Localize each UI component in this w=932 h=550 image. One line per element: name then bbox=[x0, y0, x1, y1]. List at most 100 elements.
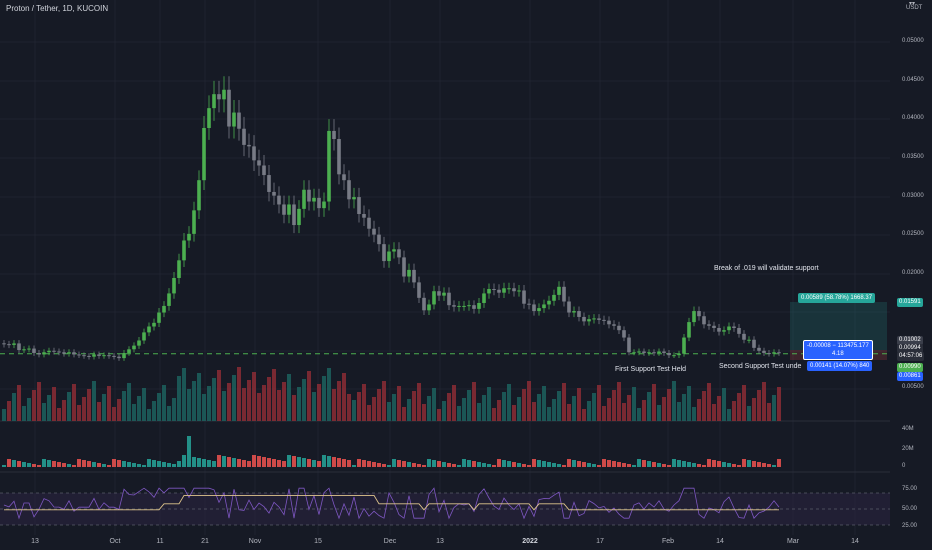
overlay-volume-bar bbox=[652, 384, 656, 421]
volume-bar bbox=[517, 463, 521, 467]
volume-bar bbox=[237, 459, 241, 467]
support-price-tag: 0.00990 bbox=[897, 363, 923, 372]
volume-bar bbox=[562, 465, 566, 467]
time-axis-label: 14 bbox=[716, 538, 724, 545]
candle-body bbox=[477, 302, 481, 309]
volume-bar bbox=[102, 464, 106, 467]
candle-body bbox=[417, 282, 421, 298]
volume-bar bbox=[602, 459, 606, 467]
overlay-volume-bar bbox=[112, 407, 116, 421]
candle-body bbox=[107, 355, 111, 357]
candle-body bbox=[77, 354, 81, 356]
position-profit-label[interactable]: 0.00589 (58.78%) 1668.37 bbox=[798, 293, 876, 303]
candle-body bbox=[422, 297, 426, 311]
volume-bar bbox=[22, 462, 26, 467]
time-axis-label: 15 bbox=[314, 538, 322, 545]
candle-body bbox=[597, 318, 601, 320]
overlay-volume-bar bbox=[177, 376, 181, 421]
volume-bar bbox=[652, 462, 656, 467]
candle-body bbox=[317, 197, 321, 209]
price-tick: 0.02500 bbox=[902, 231, 924, 237]
overlay-volume-bar bbox=[757, 390, 761, 421]
volume-bar bbox=[592, 464, 596, 467]
volume-bar bbox=[597, 465, 601, 467]
candle-body bbox=[637, 351, 641, 353]
time-axis-label: Mar bbox=[786, 538, 800, 545]
volume-bar bbox=[317, 461, 321, 467]
overlay-volume-bar bbox=[147, 409, 151, 421]
volume-bar bbox=[627, 464, 631, 467]
overlay-volume-bar bbox=[22, 406, 26, 421]
price-tick: 0.04000 bbox=[902, 115, 924, 121]
price-tick: 0.03500 bbox=[902, 154, 924, 160]
volume-bar bbox=[617, 462, 621, 467]
candle-body bbox=[327, 130, 331, 202]
time-axis-label: Dec bbox=[383, 538, 397, 545]
overlay-volume-bar bbox=[452, 385, 456, 421]
current-price-tag: 0.01002 bbox=[897, 336, 923, 345]
overlay-volume-bar bbox=[547, 407, 551, 421]
price-tick: 0.05000 bbox=[902, 38, 924, 44]
price-unit: USDT bbox=[906, 5, 923, 11]
candle-body bbox=[67, 352, 71, 354]
overlay-volume-bar bbox=[627, 395, 631, 421]
candle-body bbox=[237, 112, 241, 129]
volume-bar bbox=[177, 461, 181, 467]
volume-bar bbox=[67, 464, 71, 467]
candle-body bbox=[197, 180, 201, 211]
overlay-volume-bar bbox=[47, 395, 51, 421]
candle-body bbox=[697, 311, 701, 317]
candle-body bbox=[72, 352, 76, 355]
candle-body bbox=[502, 288, 506, 293]
volume-bar bbox=[762, 463, 766, 467]
overlay-volume-bar bbox=[467, 390, 471, 421]
overlay-volume-bar bbox=[62, 400, 66, 421]
chart-canvas[interactable] bbox=[0, 0, 890, 550]
first-support-annotation[interactable]: First Support Test Held bbox=[615, 366, 687, 373]
volume-bar bbox=[667, 465, 671, 467]
overlay-volume-bar bbox=[247, 380, 251, 421]
overlay-volume-bar bbox=[767, 403, 771, 421]
overlay-volume-bar bbox=[712, 404, 716, 421]
rsi-tick: 50.00 bbox=[902, 506, 918, 512]
position-stop-label[interactable]: 0.00141 (14.07%) 840 bbox=[807, 361, 873, 371]
volume-bar bbox=[527, 465, 531, 467]
volume-bar bbox=[217, 455, 221, 467]
candle-body bbox=[22, 349, 26, 351]
candle-body bbox=[577, 311, 581, 317]
volume-bar bbox=[502, 460, 506, 467]
volume-bar bbox=[182, 455, 186, 467]
volume-bar bbox=[582, 462, 586, 467]
volume-bar bbox=[7, 459, 11, 467]
volume-bar bbox=[717, 461, 721, 467]
price-axis-panel[interactable]: 0.05000 0.04500 0.04000 0.03500 0.03000 … bbox=[890, 0, 932, 550]
overlay-volume-bar bbox=[637, 408, 641, 421]
volume-bar bbox=[37, 465, 41, 467]
volume-bar bbox=[167, 463, 171, 467]
volume-bar bbox=[452, 464, 456, 467]
overlay-volume-bar bbox=[727, 409, 731, 421]
candle-body bbox=[657, 351, 661, 353]
time-axis-label: 13 bbox=[31, 538, 39, 545]
candle-body bbox=[32, 348, 36, 353]
volume-bar bbox=[632, 465, 636, 467]
overlay-volume-bar bbox=[747, 406, 751, 421]
candle-body bbox=[712, 325, 716, 328]
overlay-volume-bar bbox=[577, 388, 581, 421]
overlay-volume-bar bbox=[332, 389, 336, 421]
volume-bar bbox=[767, 464, 771, 467]
volume-bar bbox=[622, 463, 626, 467]
overlay-volume-bar bbox=[552, 399, 556, 421]
time-axis-label: Feb bbox=[661, 538, 675, 545]
overlay-volume-bar bbox=[387, 402, 391, 421]
overlay-volume-bar bbox=[322, 376, 326, 421]
candle-body bbox=[82, 355, 86, 357]
break-annotation[interactable]: Break of .019 will validate support bbox=[714, 265, 819, 272]
overlay-volume-bar bbox=[172, 398, 176, 421]
second-support-annotation[interactable]: Second Support Test unde bbox=[719, 363, 802, 370]
position-info-box[interactable]: -0.00008 − 113475.177 4.18 bbox=[803, 340, 873, 360]
candle-body bbox=[347, 180, 351, 200]
candle-body bbox=[87, 355, 91, 357]
currency-menu-icon[interactable]: ▾▾ bbox=[909, 1, 916, 7]
overlay-volume-bar bbox=[562, 383, 566, 421]
